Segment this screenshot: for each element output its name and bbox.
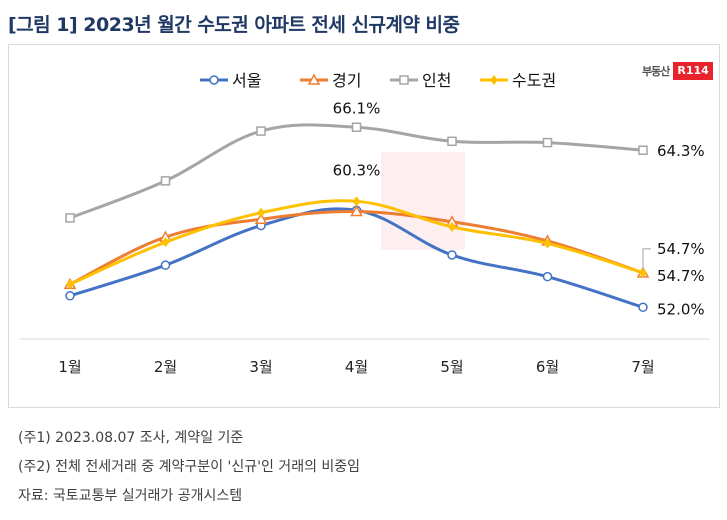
series-line-경기: [68, 210, 645, 286]
data-label: 64.3%: [657, 142, 705, 160]
x-tick-label: 4월: [345, 358, 368, 376]
line-chart: 1월 2월 3월 4월 5월 6월 7월 66.1% 60.3% 64.3% 54.7% 54.7% 5…: [20, 71, 710, 376]
data-point-수도권: [161, 237, 170, 248]
x-tick-label: 6월: [536, 358, 559, 376]
data-point-서울: [638, 302, 648, 313]
x-tick-label: 3월: [249, 358, 272, 376]
data-point-인천: [638, 145, 648, 155]
data-label: 52.0%: [657, 300, 705, 318]
data-point-수도권: [257, 207, 265, 218]
legend-marker-서울: [209, 75, 219, 85]
r114-logo: 부동산 R114: [642, 62, 713, 80]
legend-label-수도권: 수도권: [512, 71, 556, 90]
data-label: 54.7%: [657, 267, 705, 285]
data-point-인천: [256, 126, 266, 136]
note-1: (주1) 2023.08.07 조사, 계약일 기준: [18, 430, 244, 446]
data-point-인천: [160, 176, 171, 186]
data-point-수도권: [543, 238, 552, 249]
legend-label-서울: 서울: [232, 71, 261, 90]
data-point-수도권: [352, 196, 361, 207]
data-point-인천: [447, 136, 457, 147]
x-tick-label: 7월: [631, 358, 654, 376]
data-label: 54.7%: [657, 240, 705, 258]
legend-marker-인천: [399, 75, 409, 85]
chart-frame: [8, 44, 720, 408]
label-leader-line: [642, 248, 651, 269]
x-tick-label: 5월: [440, 358, 463, 376]
x-tick-label: 1월: [58, 358, 81, 376]
data-point-경기: [350, 204, 363, 217]
notes: (주1) 2023.08.07 조사, 계약일 기준 (주2) 전체 전세거래 …: [18, 424, 360, 511]
data-point-수도권: [448, 221, 456, 232]
data-point-수도권: [66, 279, 74, 290]
data-point-서울: [65, 291, 75, 301]
data-point-인천: [65, 213, 75, 223]
series-line-서울: [68, 207, 645, 309]
data-point-수도권: [639, 267, 647, 278]
logo-text: 부동산: [642, 65, 670, 78]
note-2: (주2) 전체 전세거래 중 계약구분이 '신규'인 거래의 비중임: [18, 459, 361, 475]
legend-label-경기: 경기: [332, 71, 361, 90]
x-tick-label: 2월: [154, 358, 177, 376]
data-point-인천: [351, 122, 362, 133]
data-label: 66.1%: [333, 99, 381, 117]
legend-label-인천: 인천: [422, 71, 451, 90]
data-point-서울: [542, 271, 553, 282]
data-point-서울: [160, 260, 171, 270]
data-label: 60.3%: [333, 161, 381, 179]
data-point-경기: [254, 212, 268, 224]
logo-badge: R114: [673, 62, 713, 80]
data-point-인천: [542, 137, 553, 148]
source-note: 자료: 국토교통부 실거래가 공개시스템: [18, 488, 243, 504]
data-point-서울: [447, 250, 457, 260]
legend-marker-경기: [307, 73, 321, 85]
legend-marker-수도권: [490, 75, 498, 85]
figure-title: [그림 1] 2023년 월간 수도권 아파트 전세 신규계약 비중: [8, 14, 460, 36]
watermark-logo: [381, 152, 465, 250]
